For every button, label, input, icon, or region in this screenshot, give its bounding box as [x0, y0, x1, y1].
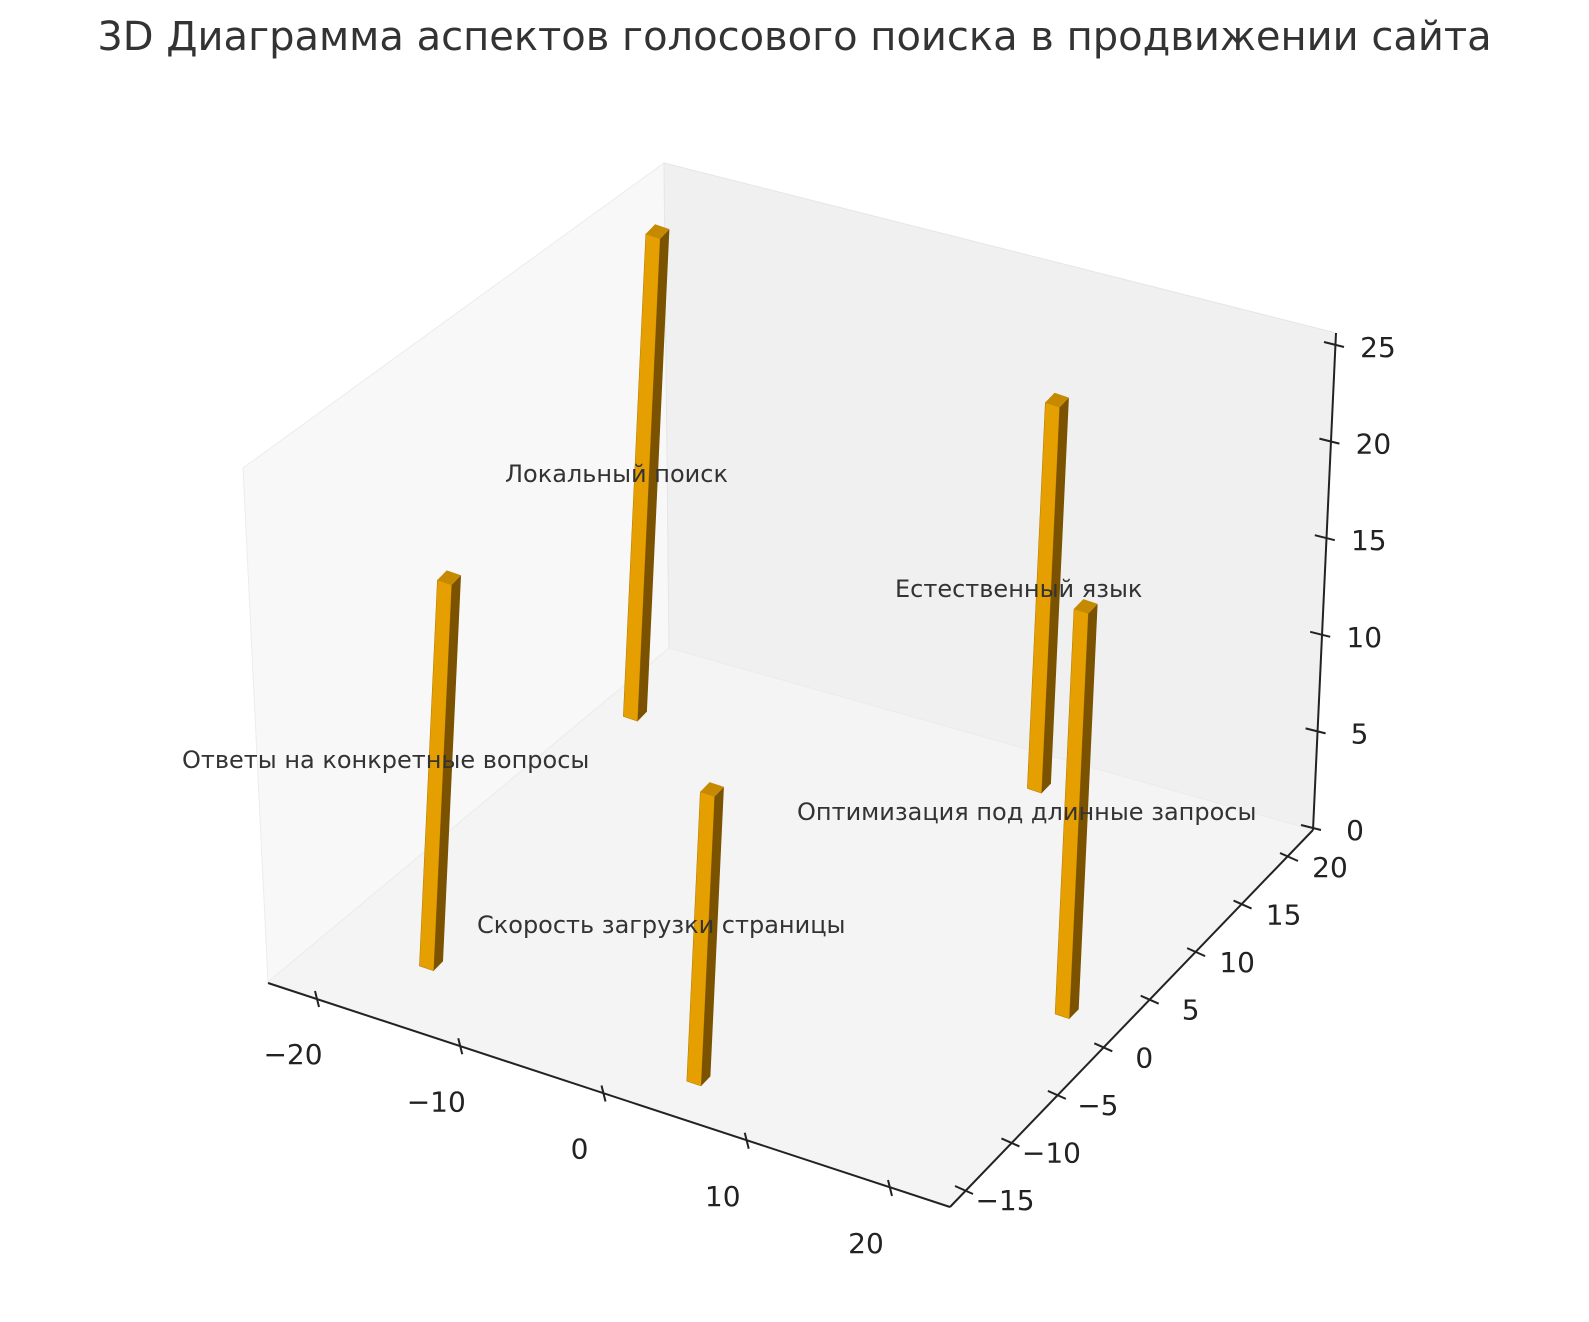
z-tick-label: 25: [1360, 331, 1396, 364]
bar: [1054, 599, 1098, 1020]
y-tick: [1047, 1089, 1067, 1100]
bar-label: Скорость загрузки страницы: [477, 911, 846, 939]
bar-label: Естественный язык: [895, 575, 1142, 603]
z-tick: [1300, 824, 1322, 831]
z-tick: [1305, 727, 1326, 735]
y-tick-label: 10: [1219, 946, 1255, 979]
bar-top-face: [700, 782, 724, 797]
axes-panes: [242, 162, 1337, 1208]
y-tick-label: 15: [1266, 899, 1302, 932]
y-tick-label: −10: [1022, 1136, 1081, 1169]
y-tick-label: 0: [1135, 1041, 1153, 1074]
z-tick-label: 20: [1356, 428, 1392, 461]
x-tick: [887, 1179, 893, 1197]
x-tick-label: −20: [263, 1038, 322, 1071]
bar: [1027, 392, 1069, 794]
y-tick: [1186, 947, 1206, 958]
bar: [686, 782, 724, 1087]
z-tick: [1323, 341, 1345, 348]
x-tick: [743, 1132, 750, 1149]
bar-side-face: [1069, 603, 1098, 1019]
x-tick: [457, 1038, 464, 1055]
x-tick-label: −10: [407, 1085, 466, 1118]
bar-side-face: [701, 786, 724, 1086]
x-axis-line: [267, 982, 951, 1208]
z-tick-label: 5: [1351, 717, 1369, 750]
z-tick-label: 15: [1351, 524, 1387, 557]
y-tick-label: −15: [975, 1184, 1034, 1217]
y-tick: [1140, 994, 1160, 1005]
z-tick: [1319, 437, 1340, 445]
bar: [419, 570, 461, 972]
z-axis-line: [1312, 332, 1337, 831]
y-tick-label: −5: [1077, 1089, 1118, 1122]
chart-title: 3D Диаграмма аспектов голосового поиска …: [97, 14, 1492, 60]
y-tick-label: 20: [1312, 851, 1348, 884]
y-tick: [1001, 1137, 1020, 1148]
x-tick-label: 10: [705, 1180, 741, 1213]
x-tick-label: 0: [571, 1133, 589, 1166]
z-tick: [1309, 630, 1331, 638]
bar-label: Ответы на конкретные вопросы: [182, 746, 589, 774]
bar-label: Локальный поиск: [505, 460, 728, 488]
y-axis-line: [949, 829, 1314, 1208]
z-tick-label: 10: [1346, 621, 1382, 654]
bar-top-face: [1074, 599, 1098, 614]
y-tick: [1279, 852, 1299, 862]
bar: [623, 224, 670, 722]
bar-side-face: [433, 575, 461, 971]
bar-side-face: [637, 229, 670, 722]
bar-top-face: [437, 570, 461, 585]
z-tick-label: 0: [1346, 814, 1364, 847]
x-tick: [600, 1085, 607, 1102]
bar-top-face: [645, 224, 670, 239]
y-tick: [954, 1185, 974, 1195]
x-tick: [314, 990, 320, 1008]
x-tick-label: 20: [848, 1227, 884, 1260]
z-tick: [1314, 534, 1336, 542]
y-tick: [1093, 1042, 1113, 1053]
y-tick: [1233, 899, 1252, 910]
bar-side-face: [1041, 397, 1069, 794]
bar-top-face: [1045, 392, 1069, 408]
y-tick-label: 5: [1182, 994, 1200, 1027]
bar-label: Оптимизация под длинные запросы: [797, 798, 1256, 826]
